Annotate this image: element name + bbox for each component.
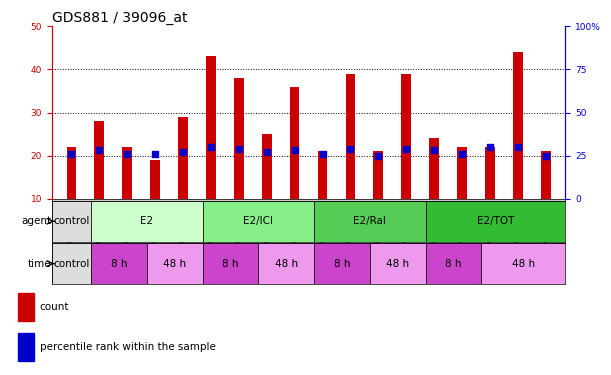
Text: GSM15902: GSM15902 [290, 199, 299, 242]
Text: E2/TOT: E2/TOT [477, 216, 514, 226]
Bar [485, 147, 495, 199]
Point [541, 153, 551, 159]
Bar [345, 74, 355, 199]
Bar [541, 151, 551, 199]
Bar [95, 121, 104, 199]
Bar [318, 151, 327, 199]
Text: GSM15909: GSM15909 [485, 199, 494, 242]
Bar [373, 151, 383, 199]
Bar [513, 52, 522, 199]
Text: agent: agent [21, 216, 51, 226]
Text: GSM15901: GSM15901 [262, 199, 271, 242]
Text: GSM15910: GSM15910 [513, 199, 522, 242]
Point [513, 144, 522, 150]
Text: GSM13140: GSM13140 [207, 199, 216, 242]
Text: 48 h: 48 h [163, 259, 186, 268]
Bar [147, 243, 203, 284]
Text: GSM13139: GSM13139 [178, 199, 188, 242]
Bar [314, 201, 426, 242]
Text: control: control [53, 259, 90, 268]
Point [234, 146, 244, 152]
Point [345, 146, 355, 152]
Point [206, 144, 216, 150]
Bar [150, 160, 160, 199]
Bar [178, 117, 188, 199]
Bar [122, 147, 132, 199]
Bar [314, 243, 370, 284]
Bar [429, 138, 439, 199]
Bar [203, 201, 314, 242]
Text: GSM15906: GSM15906 [401, 199, 411, 242]
Bar [18, 333, 34, 361]
Point [373, 153, 383, 159]
Text: GSM13097: GSM13097 [67, 199, 76, 242]
Text: GSM15900: GSM15900 [235, 199, 243, 242]
Text: percentile rank within the sample: percentile rank within the sample [40, 342, 216, 352]
Bar [426, 201, 565, 242]
Bar [234, 78, 244, 199]
Text: GSM15908: GSM15908 [458, 199, 466, 242]
Text: control: control [53, 216, 90, 226]
Text: time: time [27, 259, 51, 268]
Text: GSM15911: GSM15911 [541, 199, 550, 242]
Point [150, 151, 160, 157]
Point [122, 151, 132, 157]
Bar [262, 134, 272, 199]
Text: GSM15903: GSM15903 [318, 199, 327, 242]
Bar [401, 74, 411, 199]
Bar [67, 147, 76, 199]
Point [95, 147, 104, 153]
Text: 8 h: 8 h [222, 259, 239, 268]
Text: 8 h: 8 h [111, 259, 127, 268]
Point [290, 147, 299, 153]
Bar [52, 201, 91, 242]
Text: GDS881 / 39096_at: GDS881 / 39096_at [52, 11, 188, 25]
Bar [206, 57, 216, 199]
Text: E2/Ral: E2/Ral [354, 216, 386, 226]
Text: 48 h: 48 h [512, 259, 535, 268]
Bar [370, 243, 426, 284]
Bar [290, 87, 299, 199]
Bar [18, 292, 34, 321]
Text: GSM15905: GSM15905 [374, 199, 382, 242]
Text: 48 h: 48 h [386, 259, 409, 268]
Text: GSM13138: GSM13138 [151, 199, 159, 242]
Bar [426, 243, 481, 284]
Text: E2/ICI: E2/ICI [243, 216, 273, 226]
Text: E2: E2 [140, 216, 153, 226]
Text: GSM15907: GSM15907 [430, 199, 439, 242]
Point [429, 147, 439, 153]
Bar [457, 147, 467, 199]
Point [485, 144, 495, 150]
Bar [91, 243, 147, 284]
Text: 8 h: 8 h [445, 259, 462, 268]
Text: GSM13098: GSM13098 [95, 199, 104, 242]
Bar [91, 201, 203, 242]
Bar [52, 243, 91, 284]
Point [67, 151, 76, 157]
Bar [203, 243, 258, 284]
Point [262, 149, 272, 155]
Text: 8 h: 8 h [334, 259, 350, 268]
Point [318, 151, 327, 157]
Point [401, 146, 411, 152]
Text: count: count [40, 302, 69, 312]
Point [457, 151, 467, 157]
Text: GSM13099: GSM13099 [123, 199, 132, 242]
Text: 48 h: 48 h [275, 259, 298, 268]
Bar [258, 243, 314, 284]
Point [178, 149, 188, 155]
Bar [481, 243, 565, 284]
Text: GSM15904: GSM15904 [346, 199, 355, 242]
